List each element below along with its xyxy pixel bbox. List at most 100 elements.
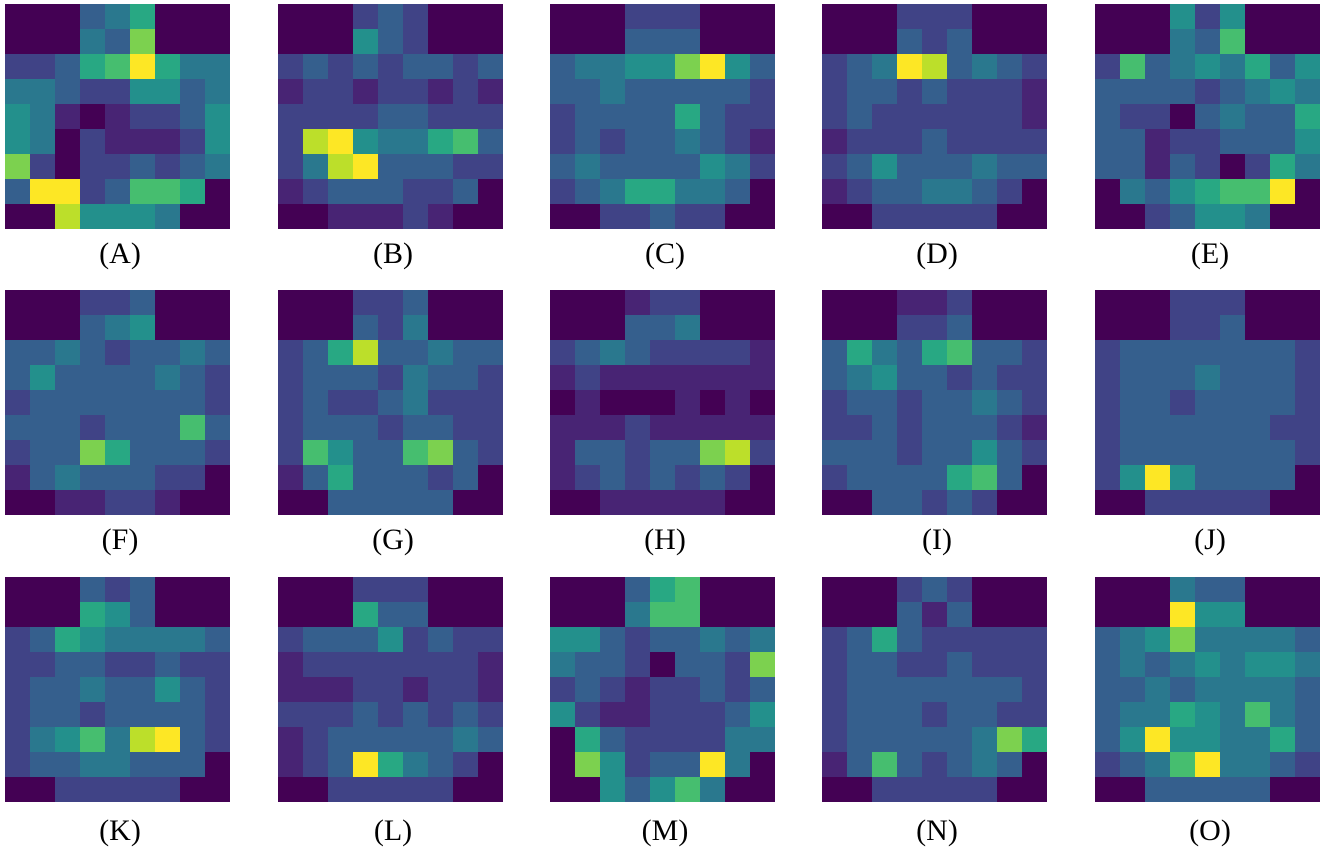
heatmap-cell — [428, 179, 454, 205]
heatmap-cell — [947, 4, 973, 30]
heatmap-cell — [130, 104, 156, 130]
heatmap-cell — [303, 154, 329, 180]
heatmap-cell — [550, 440, 576, 466]
heatmap-cell — [205, 577, 230, 603]
heatmap-cell — [872, 54, 898, 80]
heatmap-cell — [822, 340, 848, 366]
heatmap-cell — [1120, 677, 1146, 703]
heatmap-cell — [1295, 677, 1320, 703]
heatmap-cell — [1245, 415, 1271, 441]
heatmap-cell — [80, 79, 106, 105]
heatmap-cell — [105, 29, 131, 55]
heatmap-cell — [872, 154, 898, 180]
heatmap-cell — [822, 79, 848, 105]
heatmap-cell — [675, 29, 701, 55]
heatmap-cell — [205, 490, 230, 515]
heatmap-cell — [453, 752, 479, 778]
heatmap-cell — [205, 727, 230, 753]
heatmap-cell — [625, 652, 651, 678]
heatmap-cell — [922, 440, 948, 466]
heatmap-cell — [725, 440, 751, 466]
heatmap-cell — [972, 365, 998, 391]
heatmap-cell — [550, 104, 576, 130]
heatmap-cell — [130, 179, 156, 205]
heatmap-cell — [1022, 440, 1047, 466]
heatmap-cell — [847, 577, 873, 603]
heatmap-cell — [600, 179, 626, 205]
heatmap-cell — [897, 465, 923, 491]
heatmap-cell — [972, 777, 998, 802]
heatmap-cell — [80, 415, 106, 441]
heatmap-cell — [972, 129, 998, 155]
heatmap-cell — [278, 54, 304, 80]
heatmap-cell — [625, 129, 651, 155]
heatmap-cell — [478, 154, 503, 180]
heatmap-cell — [403, 390, 429, 416]
heatmap-cell — [997, 4, 1023, 30]
heatmap-cell — [303, 627, 329, 653]
heatmap-cell — [155, 577, 181, 603]
panel-label: (F) — [101, 523, 139, 556]
heatmap-cell — [650, 315, 676, 341]
heatmap-cell — [5, 777, 31, 802]
heatmap-cell — [278, 104, 304, 130]
heatmap-cell — [575, 129, 601, 155]
heatmap-cell — [1220, 4, 1246, 30]
heatmap-cell — [972, 602, 998, 628]
heatmap-cell — [847, 179, 873, 205]
heatmap-cell — [1270, 627, 1296, 653]
heatmap-cell — [1170, 440, 1196, 466]
heatmap-cell — [550, 154, 576, 180]
heatmap-cell — [1170, 752, 1196, 778]
heatmap-cell — [478, 415, 503, 441]
heatmap-cell — [822, 179, 848, 205]
heatmap-cell — [750, 677, 775, 703]
heatmap-cell — [1245, 154, 1271, 180]
heatmap-cell — [725, 340, 751, 366]
heatmap-cell — [750, 54, 775, 80]
heatmap-cell — [5, 577, 31, 603]
heatmap-cell — [278, 490, 304, 515]
heatmap-cell — [575, 702, 601, 728]
heatmap-cell — [328, 777, 354, 802]
heatmap-cell — [1095, 752, 1121, 778]
heatmap-cell — [428, 104, 454, 130]
panel-label: (K) — [99, 814, 141, 847]
heatmap-cell — [478, 777, 503, 802]
heatmap-cell — [105, 752, 131, 778]
heatmap-cell — [1095, 602, 1121, 628]
heatmap-cell — [997, 415, 1023, 441]
heatmap-cell — [625, 4, 651, 30]
heatmap-cell — [403, 677, 429, 703]
heatmap-cell — [5, 104, 31, 130]
heatmap-cell — [55, 702, 81, 728]
heatmap-cell — [897, 204, 923, 229]
heatmap-cell — [650, 204, 676, 229]
heatmap-cell — [997, 440, 1023, 466]
heatmap-cell — [403, 702, 429, 728]
heatmap-cell — [403, 777, 429, 802]
heatmap-cell — [1120, 154, 1146, 180]
heatmap-cell — [897, 54, 923, 80]
heatmap-cell — [105, 154, 131, 180]
heatmap-cell — [105, 627, 131, 653]
heatmap-cell — [1145, 315, 1171, 341]
heatmap-cell — [1022, 465, 1047, 491]
heatmap-cell — [1295, 652, 1320, 678]
heatmap-cell — [947, 677, 973, 703]
heatmap-cell — [1245, 652, 1271, 678]
heatmap-cell — [750, 652, 775, 678]
heatmap-cell — [353, 154, 379, 180]
heatmap-cell — [550, 577, 576, 603]
heatmap-cell — [155, 465, 181, 491]
heatmap-cell — [353, 465, 379, 491]
heatmap-cell — [130, 727, 156, 753]
heatmap-cell — [478, 602, 503, 628]
heatmap-cell — [650, 54, 676, 80]
heatmap-cell — [1195, 602, 1221, 628]
heatmap-cell — [1170, 702, 1196, 728]
heatmap-cell — [822, 677, 848, 703]
heatmap-cell — [1220, 290, 1246, 316]
heatmap-cell — [30, 4, 56, 30]
heatmap-cell — [822, 54, 848, 80]
